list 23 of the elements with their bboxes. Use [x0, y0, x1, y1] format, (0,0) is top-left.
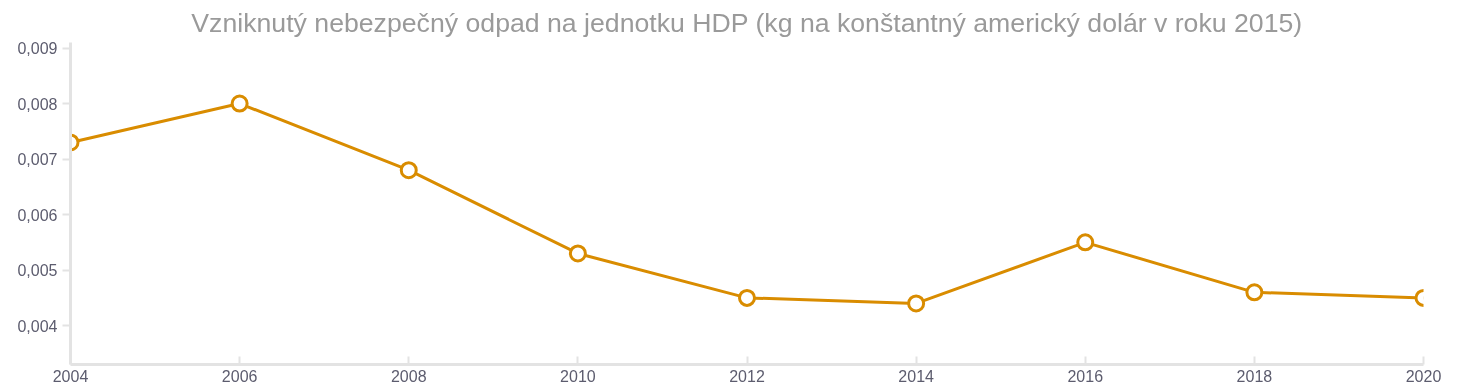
y-tick-label: 0,006	[17, 206, 58, 224]
x-tick-label: 2016	[1067, 367, 1104, 385]
x-tick-label: 2006	[221, 367, 258, 385]
x-tick-label: 2010	[560, 367, 596, 385]
y-tick-label: 0,004	[17, 317, 58, 335]
x-tick-label: 2004	[52, 367, 89, 385]
x-tick-label: 2012	[729, 367, 765, 385]
point	[907, 294, 926, 313]
y-tick-label: 0,005	[17, 262, 58, 280]
point	[568, 244, 587, 263]
x-tick-label: 2008	[390, 367, 427, 385]
y-tick-label: 0,009	[17, 40, 58, 58]
y-tick-label: 0,007	[17, 151, 58, 169]
point	[738, 288, 756, 307]
x-tick-label: 2014	[898, 367, 935, 385]
chart-title: Vzniknutý nebezpečný odpad na jednotku HDP (kg na konštantný americký dolár v roku 2015)	[191, 7, 1303, 38]
y-tick-label: 0,008	[17, 95, 58, 113]
point	[1245, 283, 1264, 302]
x-tick-label: 2020	[1405, 367, 1442, 385]
point	[1076, 233, 1095, 252]
point	[230, 94, 249, 113]
x-tick-label: 2018	[1236, 367, 1273, 385]
point	[399, 161, 418, 180]
